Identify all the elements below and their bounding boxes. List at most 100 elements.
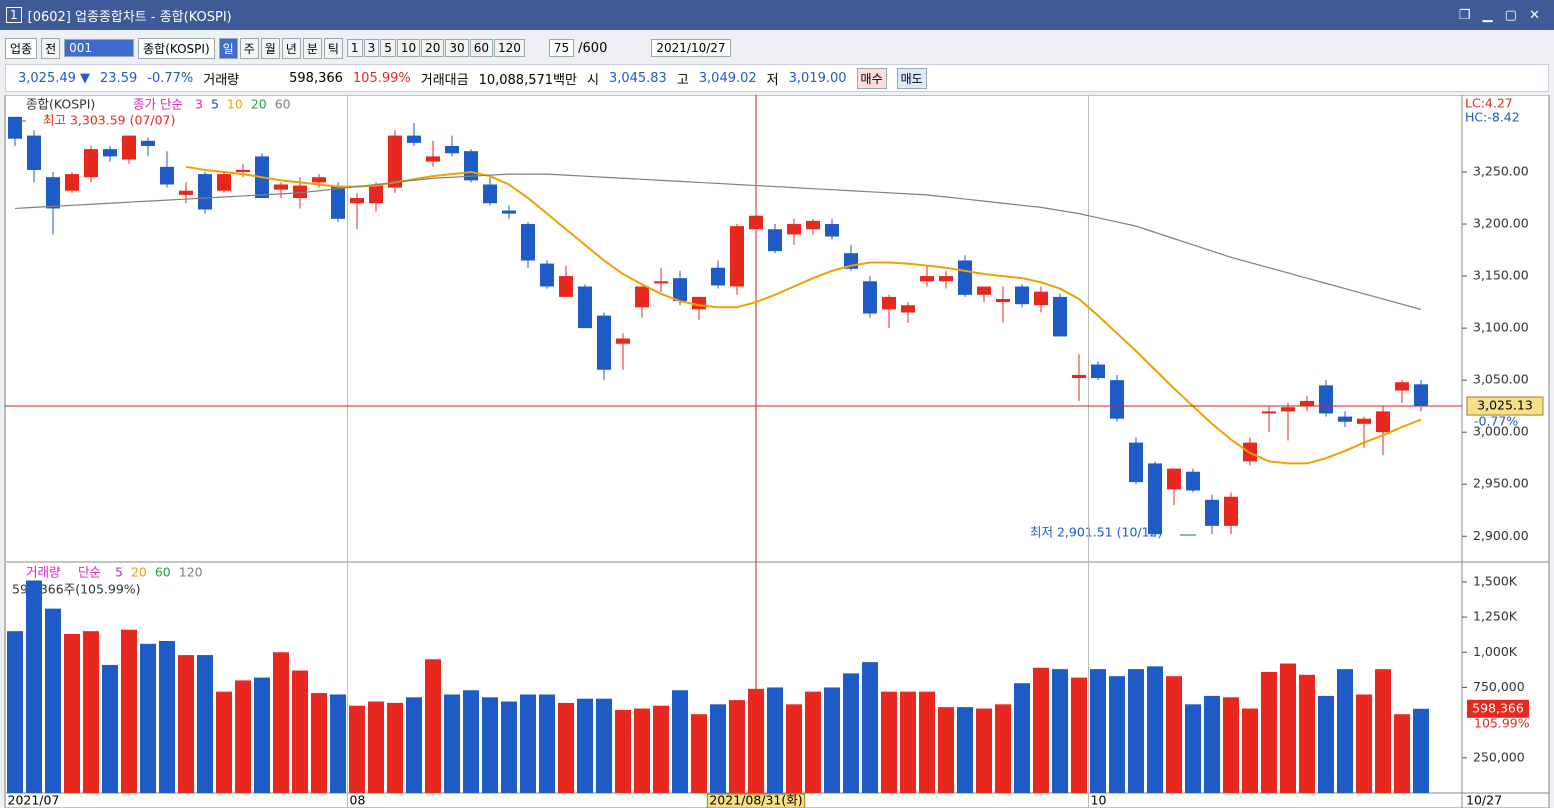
period-button[interactable]: 일 bbox=[218, 37, 238, 59]
interval-button[interactable]: 5 bbox=[380, 39, 396, 57]
volume-bar bbox=[1147, 666, 1163, 793]
interval-button[interactable]: 1 bbox=[346, 39, 363, 57]
period-button[interactable]: 분 bbox=[302, 37, 322, 59]
volume-bar bbox=[387, 702, 403, 793]
interval-button[interactable]: 20 bbox=[421, 39, 445, 57]
volume-bar bbox=[102, 664, 118, 793]
count-max: /600 bbox=[578, 40, 608, 56]
volume-bar bbox=[672, 690, 688, 793]
volume-bar bbox=[558, 702, 574, 793]
current-price: 3,025.13 bbox=[1477, 398, 1533, 413]
candle-body bbox=[635, 286, 649, 308]
volume-box bbox=[1467, 699, 1529, 718]
volume-bar bbox=[1261, 671, 1277, 793]
candle-body bbox=[65, 174, 79, 191]
volume-bar bbox=[121, 629, 137, 793]
legend-entry: 3 bbox=[195, 97, 203, 112]
x-tick-label: 2021/08/31(화) bbox=[709, 793, 802, 808]
chart: 종합(KOSPI) 종가 단순 최고 3,303.59 (07/07) 최저 2… bbox=[4, 95, 1550, 808]
date[interactable]: 2021/10/27 bbox=[651, 39, 731, 57]
label: 시 bbox=[586, 72, 599, 88]
volume-bar bbox=[83, 631, 99, 793]
window-controls[interactable]: ❐ ▁ ▢ ✕ bbox=[1458, 7, 1544, 23]
volume-bar bbox=[729, 700, 745, 793]
y-tick-label: 750,000 bbox=[1473, 679, 1525, 694]
period-button[interactable]: 틱 bbox=[323, 37, 343, 59]
legend-entry: 10 bbox=[227, 97, 243, 112]
y-tick-label: 1,500K bbox=[1473, 573, 1518, 588]
code[interactable]: 001 bbox=[64, 39, 135, 57]
candle-body bbox=[920, 276, 934, 282]
period-button[interactable]: 월 bbox=[260, 37, 280, 59]
volume-bar bbox=[957, 707, 973, 793]
volume-bar bbox=[140, 643, 156, 793]
candle-body bbox=[1300, 400, 1314, 407]
interval-button[interactable]: 3 bbox=[363, 39, 380, 57]
candle-body bbox=[84, 149, 98, 178]
candle-body bbox=[787, 224, 801, 235]
volume-bar bbox=[482, 697, 498, 793]
ma-label: 단순 bbox=[78, 565, 101, 580]
x-tick-label: 2021/07 bbox=[8, 793, 60, 808]
y-tick-label: 3,150.00 bbox=[1473, 268, 1529, 283]
period-button[interactable]: 주 bbox=[239, 37, 259, 59]
high: 3,049.02 bbox=[698, 70, 757, 86]
volume-bar bbox=[1280, 663, 1296, 793]
y-tick-label: 1,000K bbox=[1473, 644, 1518, 659]
volume-bar bbox=[178, 655, 194, 793]
legend-entry: 5 bbox=[211, 97, 219, 112]
candle-body bbox=[1186, 471, 1200, 491]
volume-bar bbox=[1052, 669, 1068, 793]
candle-body bbox=[1148, 463, 1162, 535]
intervals: 1 3 5 10 20 30 60 120 bbox=[346, 39, 525, 57]
volume-bar bbox=[1356, 694, 1372, 793]
candle-body bbox=[1319, 385, 1333, 414]
buy-button[interactable]: 매수 bbox=[856, 67, 887, 89]
candle-body bbox=[1091, 364, 1105, 379]
index-name[interactable]: 종합(KOSPI) bbox=[138, 37, 215, 59]
interval-button[interactable]: 120 bbox=[493, 39, 525, 57]
volume-bar bbox=[691, 714, 707, 793]
candle-body bbox=[578, 286, 592, 329]
candle-body bbox=[331, 186, 345, 219]
candle-body bbox=[141, 140, 155, 146]
volume-bar bbox=[216, 691, 232, 793]
current-volume: 598,366 bbox=[1472, 700, 1524, 715]
count[interactable]: 75 bbox=[548, 39, 575, 57]
sell-button[interactable]: 매도 bbox=[896, 67, 927, 89]
volume-bar bbox=[1337, 669, 1353, 793]
legend-entry: 60 bbox=[155, 565, 171, 580]
candle-body bbox=[293, 185, 307, 199]
candle-body bbox=[46, 177, 60, 209]
volume-bar bbox=[710, 704, 726, 793]
candle-body bbox=[958, 260, 972, 295]
volume-bar bbox=[1223, 697, 1239, 793]
volume-bar bbox=[843, 673, 859, 793]
candle-body bbox=[1357, 418, 1371, 424]
volume-bar bbox=[1242, 708, 1258, 793]
candle-body bbox=[1034, 291, 1048, 306]
volume-bar bbox=[463, 690, 479, 793]
candle-body bbox=[825, 224, 839, 237]
scope[interactable]: 전 bbox=[41, 37, 61, 59]
candle-body bbox=[768, 229, 782, 252]
price: 3,025.49 ▼ bbox=[18, 70, 91, 86]
interval-button[interactable]: 60 bbox=[469, 39, 493, 57]
market[interactable]: 업종 bbox=[5, 37, 38, 59]
change: 23.59 bbox=[100, 70, 138, 86]
amount: 10,088,571백만 bbox=[478, 72, 577, 88]
volume-bar bbox=[273, 652, 289, 793]
volume-bar bbox=[976, 708, 992, 793]
low-note: 최저 2,901.51 (10/12) bbox=[1030, 525, 1162, 540]
volume-bar bbox=[235, 680, 251, 793]
volume-bar bbox=[1413, 708, 1429, 793]
interval-button[interactable]: 30 bbox=[445, 39, 469, 57]
volume-bar bbox=[1014, 683, 1030, 793]
candle-body bbox=[179, 190, 193, 195]
candle-body bbox=[749, 215, 763, 230]
period-button[interactable]: 년 bbox=[281, 37, 301, 59]
volume-bar bbox=[330, 694, 346, 793]
volume-bar bbox=[634, 708, 650, 793]
interval-button[interactable]: 10 bbox=[396, 39, 421, 57]
candle-body bbox=[521, 224, 535, 261]
